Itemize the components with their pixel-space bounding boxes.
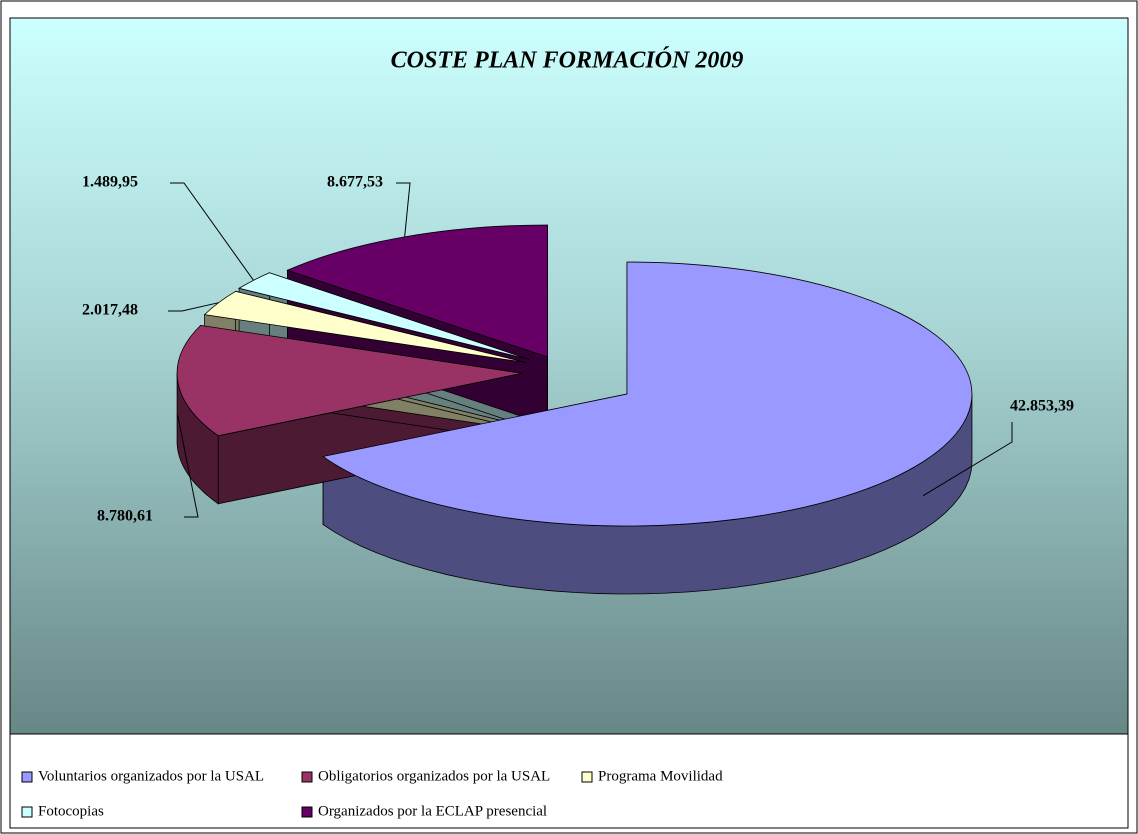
legend-swatch (301, 771, 313, 783)
slice (322, 261, 973, 527)
legend-swatch (301, 806, 313, 818)
legend-label: Voluntarios organizados por la USAL (38, 768, 264, 784)
leader-line (170, 182, 254, 281)
data-label: 8.677,53 (327, 174, 383, 191)
legend (9, 733, 1129, 829)
chart-title: COSTE PLAN FORMACIÓN 2009 (391, 47, 744, 74)
slice (286, 224, 548, 358)
leader-line (177, 415, 199, 518)
legend-label: Organizados por la ECLAP presencial (318, 803, 547, 819)
leader-line (396, 182, 411, 237)
data-label: 2.017,48 (82, 302, 138, 319)
slice (238, 272, 530, 360)
data-label: 42.853,39 (1010, 398, 1074, 415)
legend-swatch (581, 771, 593, 783)
slice (176, 324, 523, 437)
legend-swatch (21, 806, 33, 818)
leader-line (168, 302, 219, 312)
slice (203, 290, 527, 363)
data-label: 8.780,61 (97, 508, 153, 525)
legend-swatch (21, 771, 33, 783)
leader-line (922, 422, 1013, 497)
legend-label: Programa Movilidad (598, 768, 723, 784)
data-label: 1.489,95 (82, 174, 138, 191)
legend-label: Fotocopias (38, 803, 104, 819)
legend-label: Obligatorios organizados por la USAL (318, 768, 550, 784)
